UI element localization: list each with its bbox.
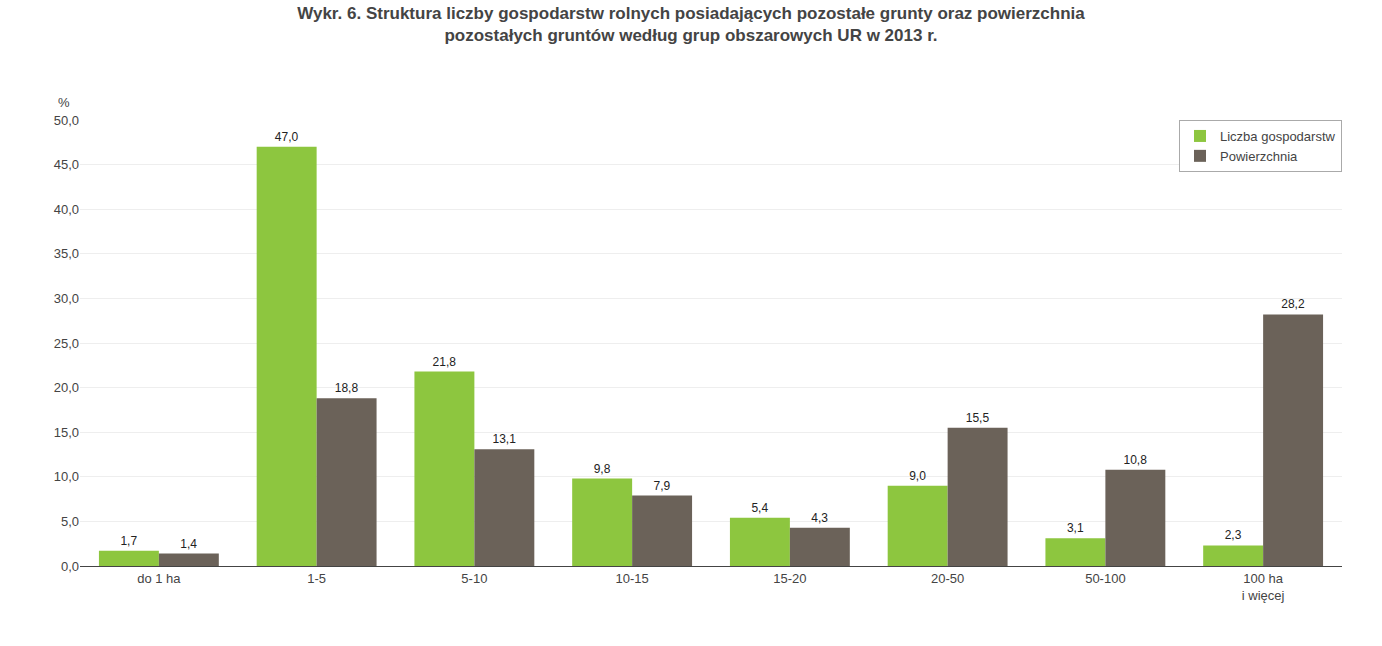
svg-text:Powierzchnia: Powierzchnia xyxy=(1220,149,1298,164)
svg-text:9,8: 9,8 xyxy=(594,462,611,476)
svg-text:5-10: 5-10 xyxy=(461,571,487,586)
svg-text:15,0: 15,0 xyxy=(54,425,79,440)
svg-text:5,0: 5,0 xyxy=(61,514,79,529)
svg-text:7,9: 7,9 xyxy=(654,479,671,493)
svg-text:20-50: 20-50 xyxy=(931,571,964,586)
svg-text:28,2: 28,2 xyxy=(1281,297,1305,311)
svg-text:20,0: 20,0 xyxy=(54,380,79,395)
svg-text:15-20: 15-20 xyxy=(773,571,806,586)
svg-text:100 hai więcej: 100 hai więcej xyxy=(1242,571,1285,603)
svg-text:1-5: 1-5 xyxy=(307,571,326,586)
svg-text:15,5: 15,5 xyxy=(966,411,990,425)
svg-text:35,0: 35,0 xyxy=(54,246,79,261)
svg-text:Liczba gospodarstw: Liczba gospodarstw xyxy=(1220,129,1336,144)
svg-text:9,0: 9,0 xyxy=(909,469,926,483)
svg-text:21,8: 21,8 xyxy=(433,355,457,369)
svg-text:5,4: 5,4 xyxy=(751,501,768,515)
svg-text:do 1 ha: do 1 ha xyxy=(137,571,181,586)
svg-text:45,0: 45,0 xyxy=(54,157,79,172)
svg-text:18,8: 18,8 xyxy=(335,381,359,395)
svg-text:0,0: 0,0 xyxy=(61,559,79,574)
svg-text:47,0: 47,0 xyxy=(275,130,299,144)
svg-text:50,0: 50,0 xyxy=(54,113,79,128)
svg-text:2,3: 2,3 xyxy=(1225,528,1242,542)
svg-text:10,8: 10,8 xyxy=(1124,453,1148,467)
svg-text:%: % xyxy=(58,95,70,110)
svg-text:10-15: 10-15 xyxy=(616,571,649,586)
svg-text:13,1: 13,1 xyxy=(493,432,517,446)
svg-text:4,3: 4,3 xyxy=(811,511,828,525)
svg-text:1,4: 1,4 xyxy=(180,537,197,551)
svg-text:30,0: 30,0 xyxy=(54,291,79,306)
svg-text:Wykr. 6. Struktura liczby gosp: Wykr. 6. Struktura liczby gospodarstw ro… xyxy=(297,4,1085,45)
svg-text:25,0: 25,0 xyxy=(54,336,79,351)
svg-text:3,1: 3,1 xyxy=(1067,521,1084,535)
svg-text:1,7: 1,7 xyxy=(120,534,137,548)
svg-text:40,0: 40,0 xyxy=(54,202,79,217)
svg-text:10,0: 10,0 xyxy=(54,469,79,484)
svg-text:50-100: 50-100 xyxy=(1085,571,1125,586)
